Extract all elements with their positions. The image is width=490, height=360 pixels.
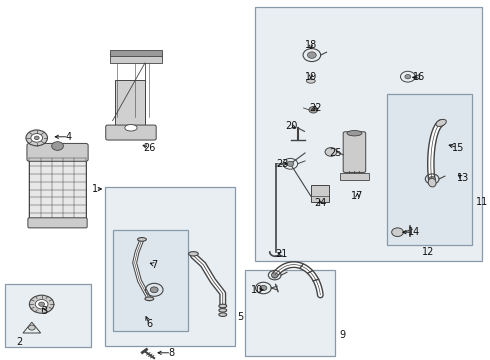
Circle shape [31, 134, 43, 142]
Bar [115, 80, 145, 135]
Text: 19: 19 [305, 72, 317, 82]
Circle shape [429, 176, 436, 181]
Circle shape [287, 161, 294, 166]
Ellipse shape [219, 304, 227, 308]
Circle shape [39, 302, 45, 306]
Circle shape [34, 136, 39, 140]
Circle shape [150, 287, 158, 293]
Ellipse shape [219, 309, 227, 312]
Text: 8: 8 [168, 348, 174, 358]
Text: 18: 18 [305, 40, 317, 50]
Bar [5, 284, 91, 347]
Text: 12: 12 [422, 247, 435, 257]
Text: 2: 2 [17, 337, 23, 347]
Circle shape [51, 142, 63, 150]
FancyBboxPatch shape [343, 132, 366, 172]
Text: 10: 10 [251, 285, 263, 295]
Text: 20: 20 [285, 121, 297, 131]
Ellipse shape [138, 238, 147, 241]
Bar [245, 270, 335, 356]
Ellipse shape [145, 297, 154, 301]
Text: 25: 25 [329, 148, 342, 158]
Bar [311, 185, 329, 202]
Circle shape [35, 300, 48, 309]
Circle shape [325, 148, 337, 156]
Bar [113, 230, 189, 331]
Text: 21: 21 [275, 249, 288, 259]
Ellipse shape [125, 125, 137, 131]
Ellipse shape [189, 252, 198, 256]
Circle shape [26, 130, 48, 146]
Text: 11: 11 [476, 197, 489, 207]
Text: 3: 3 [41, 306, 47, 316]
FancyBboxPatch shape [27, 143, 88, 161]
Bar [110, 50, 162, 56]
Circle shape [307, 52, 316, 58]
Ellipse shape [306, 79, 315, 83]
Bar [29, 158, 86, 221]
Circle shape [28, 325, 35, 330]
Text: 7: 7 [151, 260, 157, 270]
Ellipse shape [219, 313, 227, 316]
Ellipse shape [428, 178, 436, 187]
Text: 14: 14 [408, 227, 420, 237]
Text: 22: 22 [310, 103, 322, 113]
Text: 24: 24 [315, 198, 327, 208]
Ellipse shape [347, 131, 362, 136]
Circle shape [271, 273, 278, 278]
Bar [340, 173, 368, 180]
Text: 5: 5 [237, 312, 243, 322]
Bar [387, 94, 472, 245]
Circle shape [29, 295, 54, 313]
Text: 15: 15 [452, 143, 464, 153]
Text: 16: 16 [413, 72, 425, 82]
Circle shape [309, 107, 318, 113]
Text: 4: 4 [66, 132, 72, 142]
Text: 26: 26 [143, 143, 155, 153]
Bar [255, 7, 482, 261]
Circle shape [405, 75, 411, 79]
Text: 17: 17 [351, 191, 364, 201]
Text: 1: 1 [93, 184, 98, 194]
Text: 9: 9 [340, 330, 346, 340]
Text: 23: 23 [276, 159, 289, 169]
Circle shape [260, 285, 267, 291]
Bar [110, 54, 162, 63]
FancyBboxPatch shape [28, 218, 87, 228]
Text: 13: 13 [457, 173, 469, 183]
Circle shape [392, 228, 403, 237]
Ellipse shape [436, 120, 446, 126]
Bar [105, 187, 235, 346]
Text: 6: 6 [146, 319, 152, 329]
FancyBboxPatch shape [106, 125, 156, 140]
